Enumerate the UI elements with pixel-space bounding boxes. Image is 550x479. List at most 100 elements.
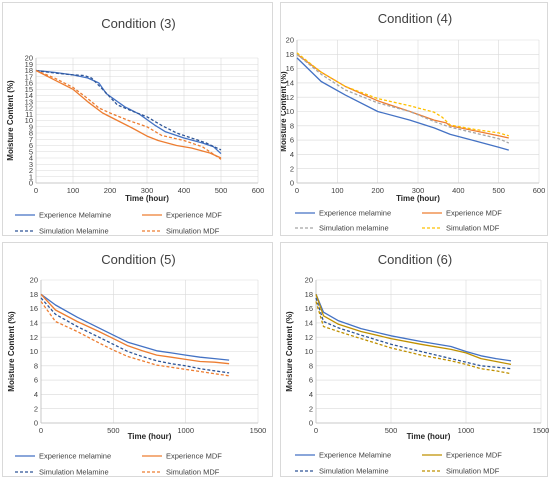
x-tick-label: 0 xyxy=(295,186,299,195)
legend-entry: Experience Melamine xyxy=(319,451,391,460)
y-tick-label: 8 xyxy=(29,129,33,138)
y-tick-label: 12 xyxy=(305,333,313,342)
x-tick-label: 100 xyxy=(331,186,344,195)
y-tick-label: 4 xyxy=(29,154,33,163)
y-tick-label: 8 xyxy=(34,361,38,370)
x-axis-label: Time (hour) xyxy=(125,194,169,203)
series-line-2 xyxy=(40,293,230,365)
x-tick-label: 100 xyxy=(67,186,80,195)
y-tick-label: 17 xyxy=(25,72,33,81)
legend-entry: Simulation MDF xyxy=(446,224,500,233)
y-tick-label: 18 xyxy=(305,290,313,299)
series-line-4 xyxy=(40,301,230,377)
y-tick-label: 5 xyxy=(29,147,33,156)
chart-condition-6: Condition (6) 0 2 4 6 8 10 12 14 16 18 20 0 500 1000 15… xyxy=(285,252,549,476)
x-tick-label: 0 xyxy=(34,186,38,195)
chart-title: Condition (3) xyxy=(101,16,175,31)
y-tick-label: 14 xyxy=(25,91,33,100)
y-tick-label: 16 xyxy=(25,79,33,88)
legend-entry: Simulation MDF xyxy=(166,227,220,236)
chart-panel-condition-6: Condition (6) 0 2 4 6 8 10 12 14 16 18 20 0 500 1000 15… xyxy=(280,242,549,477)
y-tick-label: 0 xyxy=(309,419,313,428)
y-tick-label: 6 xyxy=(29,141,33,150)
x-tick-label: 1000 xyxy=(177,426,194,435)
x-tick-label: 500 xyxy=(215,186,228,195)
y-tick-label: 18 xyxy=(30,290,38,299)
y-axis-label: Moisture Content (%) xyxy=(7,311,16,392)
y-tick-label: 2 xyxy=(29,166,33,175)
series-line-3 xyxy=(315,297,512,370)
x-tick-label: 500 xyxy=(385,426,398,435)
y-tick-label: 0 xyxy=(290,179,294,188)
y-tick-label: 16 xyxy=(30,304,38,313)
series-line-3 xyxy=(296,53,510,144)
series-line-1 xyxy=(35,69,222,155)
y-tick-label: 15 xyxy=(25,85,33,94)
legend-entry: Experience Melamine xyxy=(39,211,111,220)
x-tick-label: 0 xyxy=(39,426,43,435)
y-tick-label: 1 xyxy=(29,172,33,181)
x-tick-label: 1000 xyxy=(458,426,475,435)
y-tick-label: 19 xyxy=(25,60,33,69)
y-tick-label: 9 xyxy=(29,122,33,131)
legend-entry: Simulation Melamine xyxy=(39,227,109,236)
legend-entry: Simulation MDF xyxy=(166,468,220,477)
legend-entry: Simulation melamine xyxy=(319,224,389,233)
y-tick-label: 14 xyxy=(305,319,313,328)
y-tick-label: 16 xyxy=(305,304,313,313)
series-line-4 xyxy=(35,69,222,160)
x-tick-label: 1500 xyxy=(250,426,267,435)
series-line-1 xyxy=(296,57,509,151)
legend-entry: Experience melamine xyxy=(319,209,391,218)
y-tick-label: 20 xyxy=(305,276,313,285)
chart-panel-condition-3: Condition (3) 0 1 2 3 4 5 6 7 8 9 10 11 12 13 14 15 16 17 1… xyxy=(2,2,273,236)
y-tick-label: 10 xyxy=(286,107,294,116)
series-line-2 xyxy=(35,69,222,159)
y-tick-label: 6 xyxy=(290,136,294,145)
legend-entry: Experience MDF xyxy=(446,451,502,460)
x-tick-label: 300 xyxy=(412,186,425,195)
series-line-3 xyxy=(35,69,222,151)
y-tick-label: 2 xyxy=(290,164,294,173)
series-line-2 xyxy=(315,294,512,366)
x-tick-label: 300 xyxy=(141,186,154,195)
y-tick-label: 10 xyxy=(30,347,38,356)
series-line-2 xyxy=(296,53,509,139)
y-tick-label: 12 xyxy=(286,93,294,102)
series-line-1 xyxy=(40,293,230,361)
chart-title: Condition (4) xyxy=(378,11,452,26)
y-tick-label: 8 xyxy=(309,361,313,370)
x-tick-label: 200 xyxy=(371,186,384,195)
y-tick-label: 18 xyxy=(25,66,33,75)
legend-entry: Experience MDF xyxy=(166,211,222,220)
y-tick-label: 8 xyxy=(290,121,294,130)
y-tick-label: 11 xyxy=(25,110,33,119)
y-tick-label: 13 xyxy=(25,97,33,106)
x-axis-label: Time (hour) xyxy=(396,194,440,203)
y-tick-label: 4 xyxy=(290,150,294,159)
x-tick-label: 500 xyxy=(107,426,120,435)
chart-panel-condition-5: Condition (5) 0 2 4 6 8 10 12 14 16 18 20 0 500 1000 15… xyxy=(2,242,273,477)
y-tick-label: 16 xyxy=(286,64,294,73)
chart-condition-5: Condition (5) 0 2 4 6 8 10 12 14 16 18 20 0 500 1000 15… xyxy=(7,252,267,477)
legend-entry: Simulation MDF xyxy=(446,467,500,476)
y-tick-label: 2 xyxy=(309,404,313,413)
y-tick-label: 20 xyxy=(25,54,33,63)
x-axis-label: Time (hour) xyxy=(407,432,451,441)
x-tick-label: 600 xyxy=(252,186,265,195)
series-line-3 xyxy=(40,297,230,374)
chart-title: Condition (6) xyxy=(378,252,452,267)
y-tick-label: 12 xyxy=(30,333,38,342)
legend-entry: Experience MDF xyxy=(446,209,502,218)
y-tick-label: 12 xyxy=(25,104,33,113)
y-tick-label: 0 xyxy=(29,179,33,188)
x-tick-label: 1500 xyxy=(533,426,549,435)
x-axis-label: Time (hour) xyxy=(128,432,172,441)
y-tick-label: 10 xyxy=(305,347,313,356)
y-axis-label: Moisture Content (%) xyxy=(285,311,294,392)
series-line-4 xyxy=(315,301,512,375)
legend-entry: Simulation Melamine xyxy=(319,467,389,476)
y-tick-label: 0 xyxy=(34,419,38,428)
legend-entry: Experience melamine xyxy=(39,452,111,461)
x-tick-label: 400 xyxy=(178,186,191,195)
